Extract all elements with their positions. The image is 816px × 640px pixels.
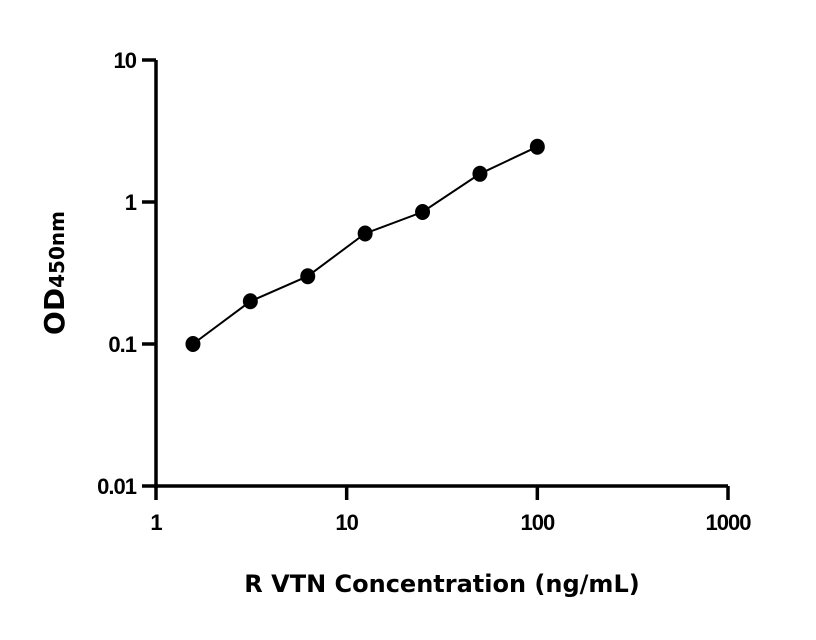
data-point (300, 268, 316, 285)
y-tick-label: 10 (114, 48, 137, 73)
data-point (357, 225, 373, 242)
x-axis-label: R VTN Concentration (ng/mL) (244, 570, 639, 598)
marks (185, 138, 545, 352)
data-point (242, 293, 258, 310)
x-tick-label: 1000 (706, 510, 752, 535)
y-tick-label: 1 (125, 190, 137, 215)
x-tick-label: 1 (150, 510, 162, 535)
data-point (415, 204, 431, 221)
y-tick-label: 0.1 (108, 332, 136, 357)
y-tick-label: 0.01 (97, 474, 137, 499)
axes: 1 10 100 1000 0.01 0.1 1 10 (97, 48, 752, 535)
y-axis-label-sub: 450nm (45, 211, 69, 288)
data-point (529, 138, 545, 155)
x-tick-label: 10 (335, 510, 358, 535)
x-tick-label: 100 (520, 510, 554, 535)
data-point (472, 165, 488, 182)
data-point (185, 336, 201, 352)
y-axis-label-main: OD (38, 288, 71, 335)
y-axis-label: OD450nm (38, 211, 71, 335)
